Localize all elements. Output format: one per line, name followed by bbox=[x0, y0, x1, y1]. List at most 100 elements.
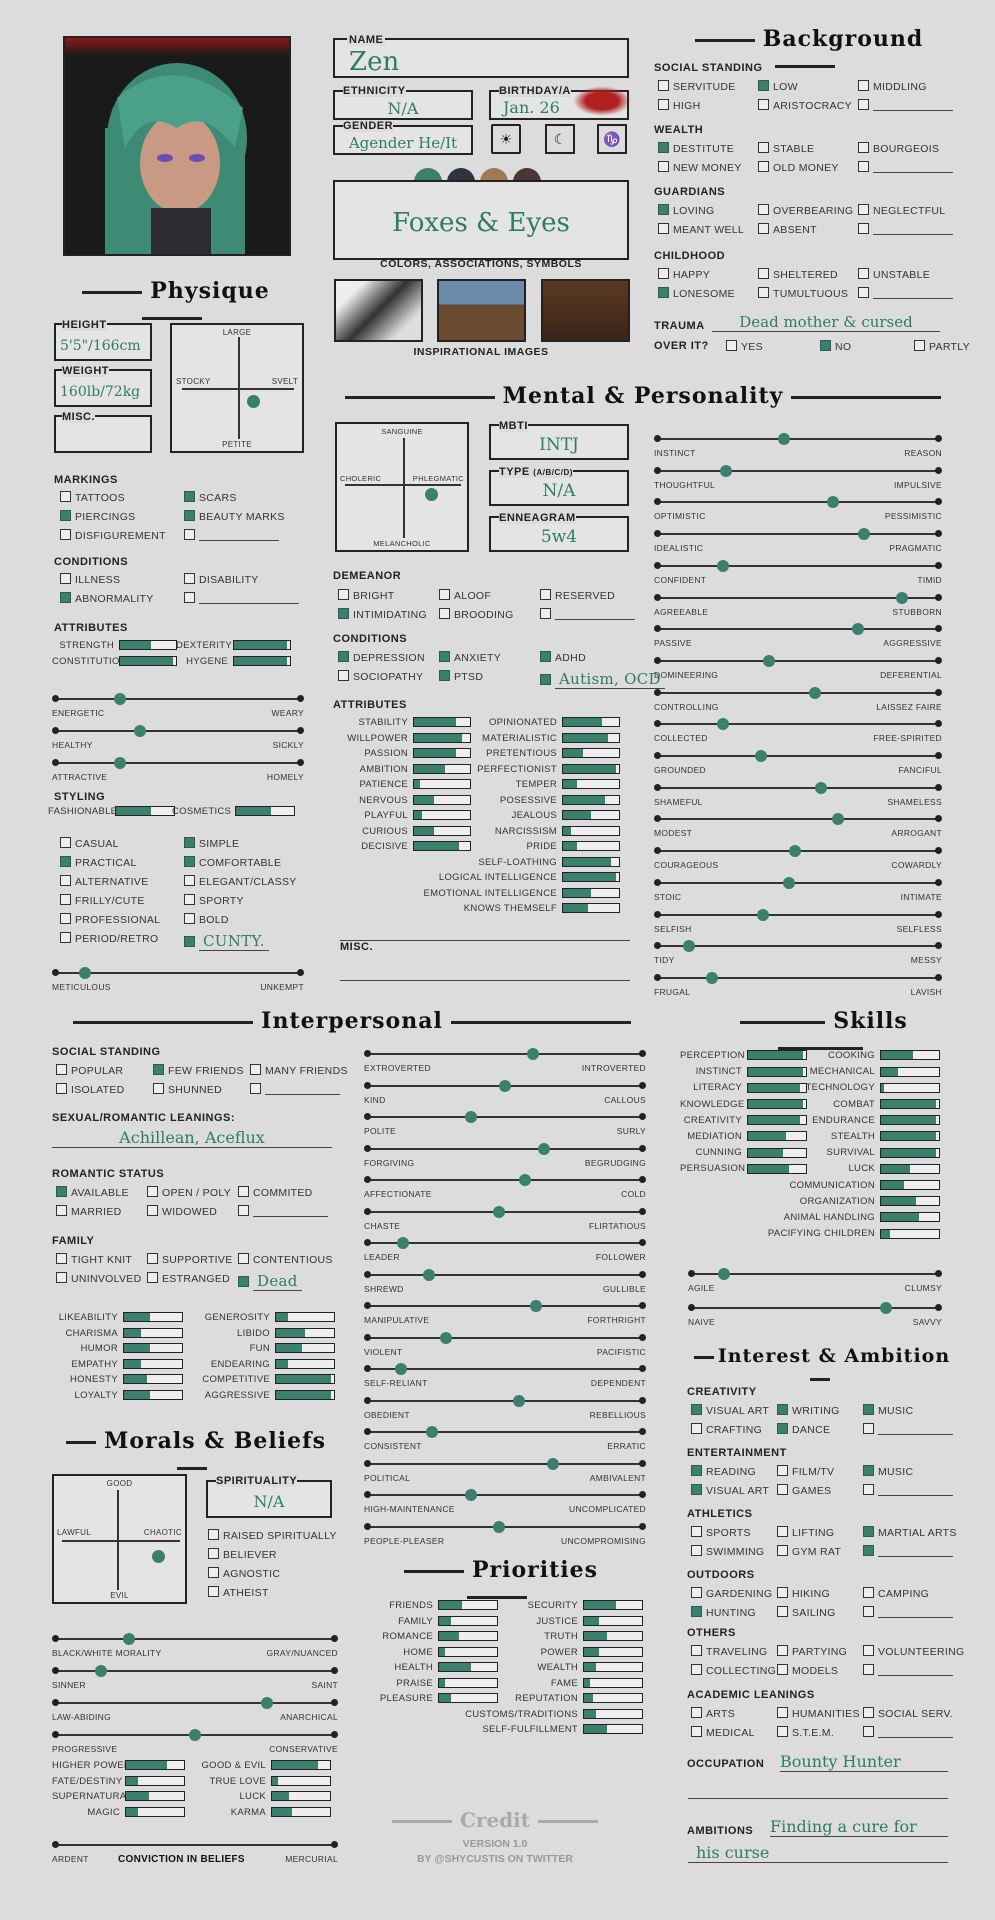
option-scars[interactable]: SCARS bbox=[184, 491, 237, 504]
mbti-field[interactable]: MBTI INTJ bbox=[489, 420, 629, 460]
attr-bar[interactable] bbox=[583, 1693, 643, 1704]
slider-knob[interactable] bbox=[114, 693, 126, 705]
attr-bar[interactable] bbox=[880, 1228, 940, 1239]
checkbox-camping[interactable] bbox=[863, 1587, 874, 1598]
attr-bar[interactable] bbox=[747, 1147, 807, 1158]
attr-bar[interactable] bbox=[438, 1615, 498, 1626]
checkbox-shunned[interactable] bbox=[153, 1083, 164, 1094]
attr-bar[interactable] bbox=[271, 1806, 331, 1817]
attr-bar[interactable] bbox=[880, 1212, 940, 1223]
slider-knob[interactable] bbox=[896, 591, 908, 604]
option-loving[interactable]: LOVING bbox=[658, 204, 714, 217]
slider-political[interactable]: POLITICAL AMBIVALENT bbox=[364, 1457, 646, 1483]
enneagram-field[interactable]: ENNEAGRAM 5w4 bbox=[489, 512, 629, 552]
option-estranged[interactable]: ESTRANGED bbox=[147, 1272, 230, 1285]
option-abnormality[interactable]: ABNORMALITY bbox=[60, 592, 154, 605]
checkbox-blank[interactable] bbox=[863, 1423, 874, 1434]
option-isolated[interactable]: ISOLATED bbox=[56, 1083, 125, 1096]
slider-collected[interactable]: COLLECTED FREE-SPIRITED bbox=[654, 717, 942, 743]
attr-bar[interactable] bbox=[583, 1708, 643, 1719]
slider-knob[interactable] bbox=[783, 876, 795, 889]
option-crafting[interactable]: CRAFTING bbox=[691, 1423, 762, 1436]
checkbox-blank[interactable] bbox=[858, 223, 869, 234]
option-middling[interactable]: MIDDLING bbox=[858, 80, 927, 93]
slider-knob[interactable] bbox=[493, 1205, 505, 1218]
slider-knob[interactable] bbox=[499, 1079, 511, 1092]
checkbox-available[interactable] bbox=[56, 1186, 67, 1197]
checkbox-disability[interactable] bbox=[184, 573, 195, 584]
checkbox-overbearing[interactable] bbox=[758, 204, 769, 215]
option-available[interactable]: AVAILABLE bbox=[56, 1186, 129, 1199]
slider-passive[interactable]: PASSIVE AGGRESSIVE bbox=[654, 622, 942, 648]
checkbox-dance[interactable] bbox=[777, 1423, 788, 1434]
checkbox-gardening[interactable] bbox=[691, 1587, 702, 1598]
attr-bar[interactable] bbox=[747, 1066, 807, 1077]
attr-bar[interactable] bbox=[562, 717, 620, 728]
attr-bar[interactable] bbox=[583, 1724, 643, 1735]
checkbox-atheist[interactable] bbox=[208, 1586, 219, 1597]
slider-knob[interactable] bbox=[261, 1697, 273, 1709]
option-sporty[interactable]: SPORTY bbox=[184, 894, 244, 907]
option-anxiety[interactable]: ANXIETY bbox=[439, 651, 501, 664]
checkbox-bright[interactable] bbox=[338, 589, 349, 600]
attr-bar[interactable] bbox=[880, 1098, 940, 1109]
attr-bar[interactable] bbox=[747, 1115, 807, 1126]
option-visual-art[interactable]: VISUAL ART bbox=[691, 1484, 769, 1497]
attr-bar[interactable] bbox=[880, 1163, 940, 1174]
option-partly[interactable]: PARTLY bbox=[914, 340, 970, 353]
slider-sinner[interactable]: SINNER SAINT bbox=[52, 1664, 338, 1690]
attr-bar[interactable] bbox=[747, 1082, 807, 1093]
attr-bar[interactable] bbox=[413, 717, 471, 728]
option-contentious[interactable]: CONTENTIOUS bbox=[238, 1253, 333, 1266]
checkbox-film-tv[interactable] bbox=[777, 1465, 788, 1476]
attr-bar[interactable] bbox=[233, 656, 291, 667]
symbols-field[interactable]: Foxes & Eyes bbox=[333, 180, 629, 260]
slider-kind[interactable]: KIND CALLOUS bbox=[364, 1079, 646, 1105]
option-tumultuous[interactable]: TUMULTUOUS bbox=[758, 287, 848, 300]
slider-knob[interactable] bbox=[493, 1520, 505, 1533]
checkbox-piercings[interactable] bbox=[60, 510, 71, 521]
checkbox-frilly-cute[interactable] bbox=[60, 894, 71, 905]
attr-bar[interactable] bbox=[880, 1147, 940, 1158]
slider-controlling[interactable]: CONTROLLING LAISSEZ FAIRE bbox=[654, 686, 942, 712]
checkbox-blank[interactable] bbox=[184, 592, 195, 603]
checkbox-contentious[interactable] bbox=[238, 1253, 249, 1264]
checkbox-happy[interactable] bbox=[658, 268, 669, 279]
attr-bar[interactable] bbox=[438, 1631, 498, 1642]
checkbox-high[interactable] bbox=[658, 99, 669, 110]
checkbox-aristocracy[interactable] bbox=[758, 99, 769, 110]
option-shunned[interactable]: SHUNNED bbox=[153, 1083, 222, 1096]
slider-violent[interactable]: VIOLENT PACIFISTIC bbox=[364, 1331, 646, 1357]
slider-people-pleaser[interactable]: PEOPLE-PLEASER UNCOMPROMISING bbox=[364, 1520, 646, 1546]
checkbox-scars[interactable] bbox=[184, 491, 195, 502]
attr-bar[interactable] bbox=[583, 1615, 643, 1626]
checkbox-tumultuous[interactable] bbox=[758, 287, 769, 298]
option-casual[interactable]: CASUAL bbox=[60, 837, 119, 850]
slider-modest[interactable]: MODEST ARROGANT bbox=[654, 812, 942, 838]
slider-chaste[interactable]: CHASTE FLIRTATIOUS bbox=[364, 1205, 646, 1231]
checkbox-anxiety[interactable] bbox=[439, 651, 450, 662]
attr-bar[interactable] bbox=[275, 1374, 335, 1385]
slider-law-abiding[interactable]: LAW-ABIDING ANARCHICAL bbox=[52, 1696, 338, 1722]
checkbox-simple[interactable] bbox=[184, 837, 195, 848]
checkbox-cunty[interactable] bbox=[184, 936, 195, 947]
option-volunteering[interactable]: VOLUNTEERING bbox=[863, 1645, 964, 1658]
option-neglectful[interactable]: NEGLECTFUL bbox=[858, 204, 945, 217]
option-traveling[interactable]: TRAVELING bbox=[691, 1645, 767, 1658]
slider-manipulative[interactable]: MANIPULATIVE FORTHRIGHT bbox=[364, 1299, 646, 1325]
slider-knob[interactable] bbox=[423, 1268, 435, 1281]
option-blank[interactable] bbox=[250, 1083, 340, 1096]
checkbox-social-serv[interactable] bbox=[863, 1707, 874, 1718]
slider-selfish[interactable]: SELFISH SELFLESS bbox=[654, 908, 942, 934]
checkbox-meant-well[interactable] bbox=[658, 223, 669, 234]
attr-bar[interactable] bbox=[271, 1775, 331, 1786]
ambition-line-1[interactable]: Finding a cure for bbox=[770, 1817, 948, 1837]
checkbox-ptsd[interactable] bbox=[439, 670, 450, 681]
option-arts[interactable]: ARTS bbox=[691, 1707, 735, 1720]
slider-idealistic[interactable]: IDEALISTIC PRAGMATIC bbox=[654, 527, 942, 553]
option-uninvolved[interactable]: UNINVOLVED bbox=[56, 1272, 142, 1285]
slider-agreeable[interactable]: AGREEABLE STUBBORN bbox=[654, 591, 942, 617]
attr-bar[interactable] bbox=[438, 1677, 498, 1688]
attr-bar[interactable] bbox=[125, 1791, 185, 1802]
option-widowed[interactable]: WIDOWED bbox=[147, 1205, 217, 1218]
